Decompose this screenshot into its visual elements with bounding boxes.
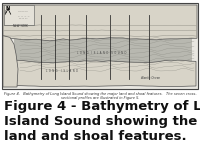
Text: Atlantic Ocean: Atlantic Ocean (140, 76, 160, 80)
Text: ......: ...... (18, 16, 28, 20)
Bar (14, 19, 192, 77)
Text: NEW YORK: NEW YORK (13, 24, 27, 28)
Bar (2, 3, 198, 89)
Text: Figure 4.   Bathymetry of Long Island Sound showing the major land and shoal fea: Figure 4. Bathymetry of Long Island Soun… (4, 92, 196, 96)
Text: Island Sound showing the major: Island Sound showing the major (4, 115, 200, 128)
Text: Figure 4 - Bathymetry of Long: Figure 4 - Bathymetry of Long (4, 100, 200, 113)
Text: L  O  N  G    I  S  L  A  N  D    S  O  U  N  D: L O N G I S L A N D S O U N D (77, 51, 127, 55)
Text: L  O  N  G     I  S  L  A  N  D: L O N G I S L A N D (46, 69, 78, 73)
Polygon shape (3, 5, 197, 41)
Polygon shape (16, 60, 196, 87)
Text: L: L (5, 10, 7, 14)
Text: ______: ______ (18, 8, 28, 12)
Text: sectional profiles are illustrated in Figure 5.: sectional profiles are illustrated in Fi… (61, 96, 139, 100)
Text: land and shoal features.: land and shoal features. (4, 130, 187, 143)
Bar (4, 5, 34, 25)
Text: N: N (6, 6, 10, 10)
Text: _ _ _ _: _ _ _ _ (18, 12, 29, 16)
Polygon shape (3, 36, 18, 87)
